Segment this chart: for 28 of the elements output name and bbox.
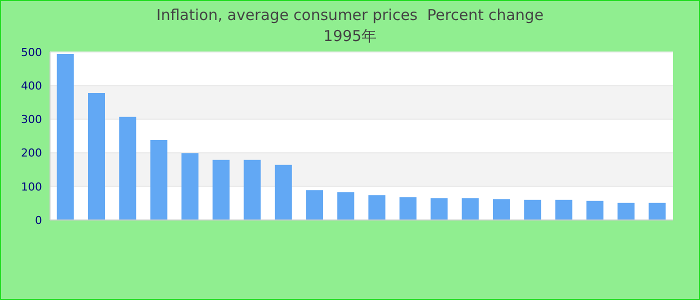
y-tick-label: 400 bbox=[21, 80, 42, 93]
bar bbox=[337, 192, 354, 220]
bar bbox=[368, 195, 386, 220]
y-tick-label: 200 bbox=[21, 146, 42, 160]
bar bbox=[400, 197, 417, 220]
bar bbox=[492, 199, 510, 220]
y-tick-label: 500 bbox=[21, 46, 42, 59]
bar bbox=[274, 164, 292, 220]
bar bbox=[555, 200, 572, 220]
bar bbox=[648, 202, 666, 220]
bar bbox=[181, 153, 198, 220]
bar bbox=[524, 200, 542, 220]
y-tick-label: 300 bbox=[21, 113, 42, 126]
bar bbox=[88, 92, 106, 220]
bar bbox=[150, 140, 168, 220]
chart-subtitle: 1995年 bbox=[322, 26, 378, 47]
bar bbox=[212, 160, 230, 220]
bar bbox=[462, 198, 479, 220]
bar bbox=[586, 200, 604, 220]
bar bbox=[618, 202, 635, 220]
chart-title: Inflation, average consumer prices Percent change bbox=[155, 5, 545, 25]
y-tick-label: 0 bbox=[35, 214, 42, 227]
bar bbox=[56, 54, 74, 220]
bar bbox=[306, 190, 324, 220]
bar bbox=[244, 160, 261, 220]
y-tick-label: 100 bbox=[21, 180, 42, 194]
bar bbox=[430, 198, 448, 220]
bar bbox=[119, 116, 136, 220]
